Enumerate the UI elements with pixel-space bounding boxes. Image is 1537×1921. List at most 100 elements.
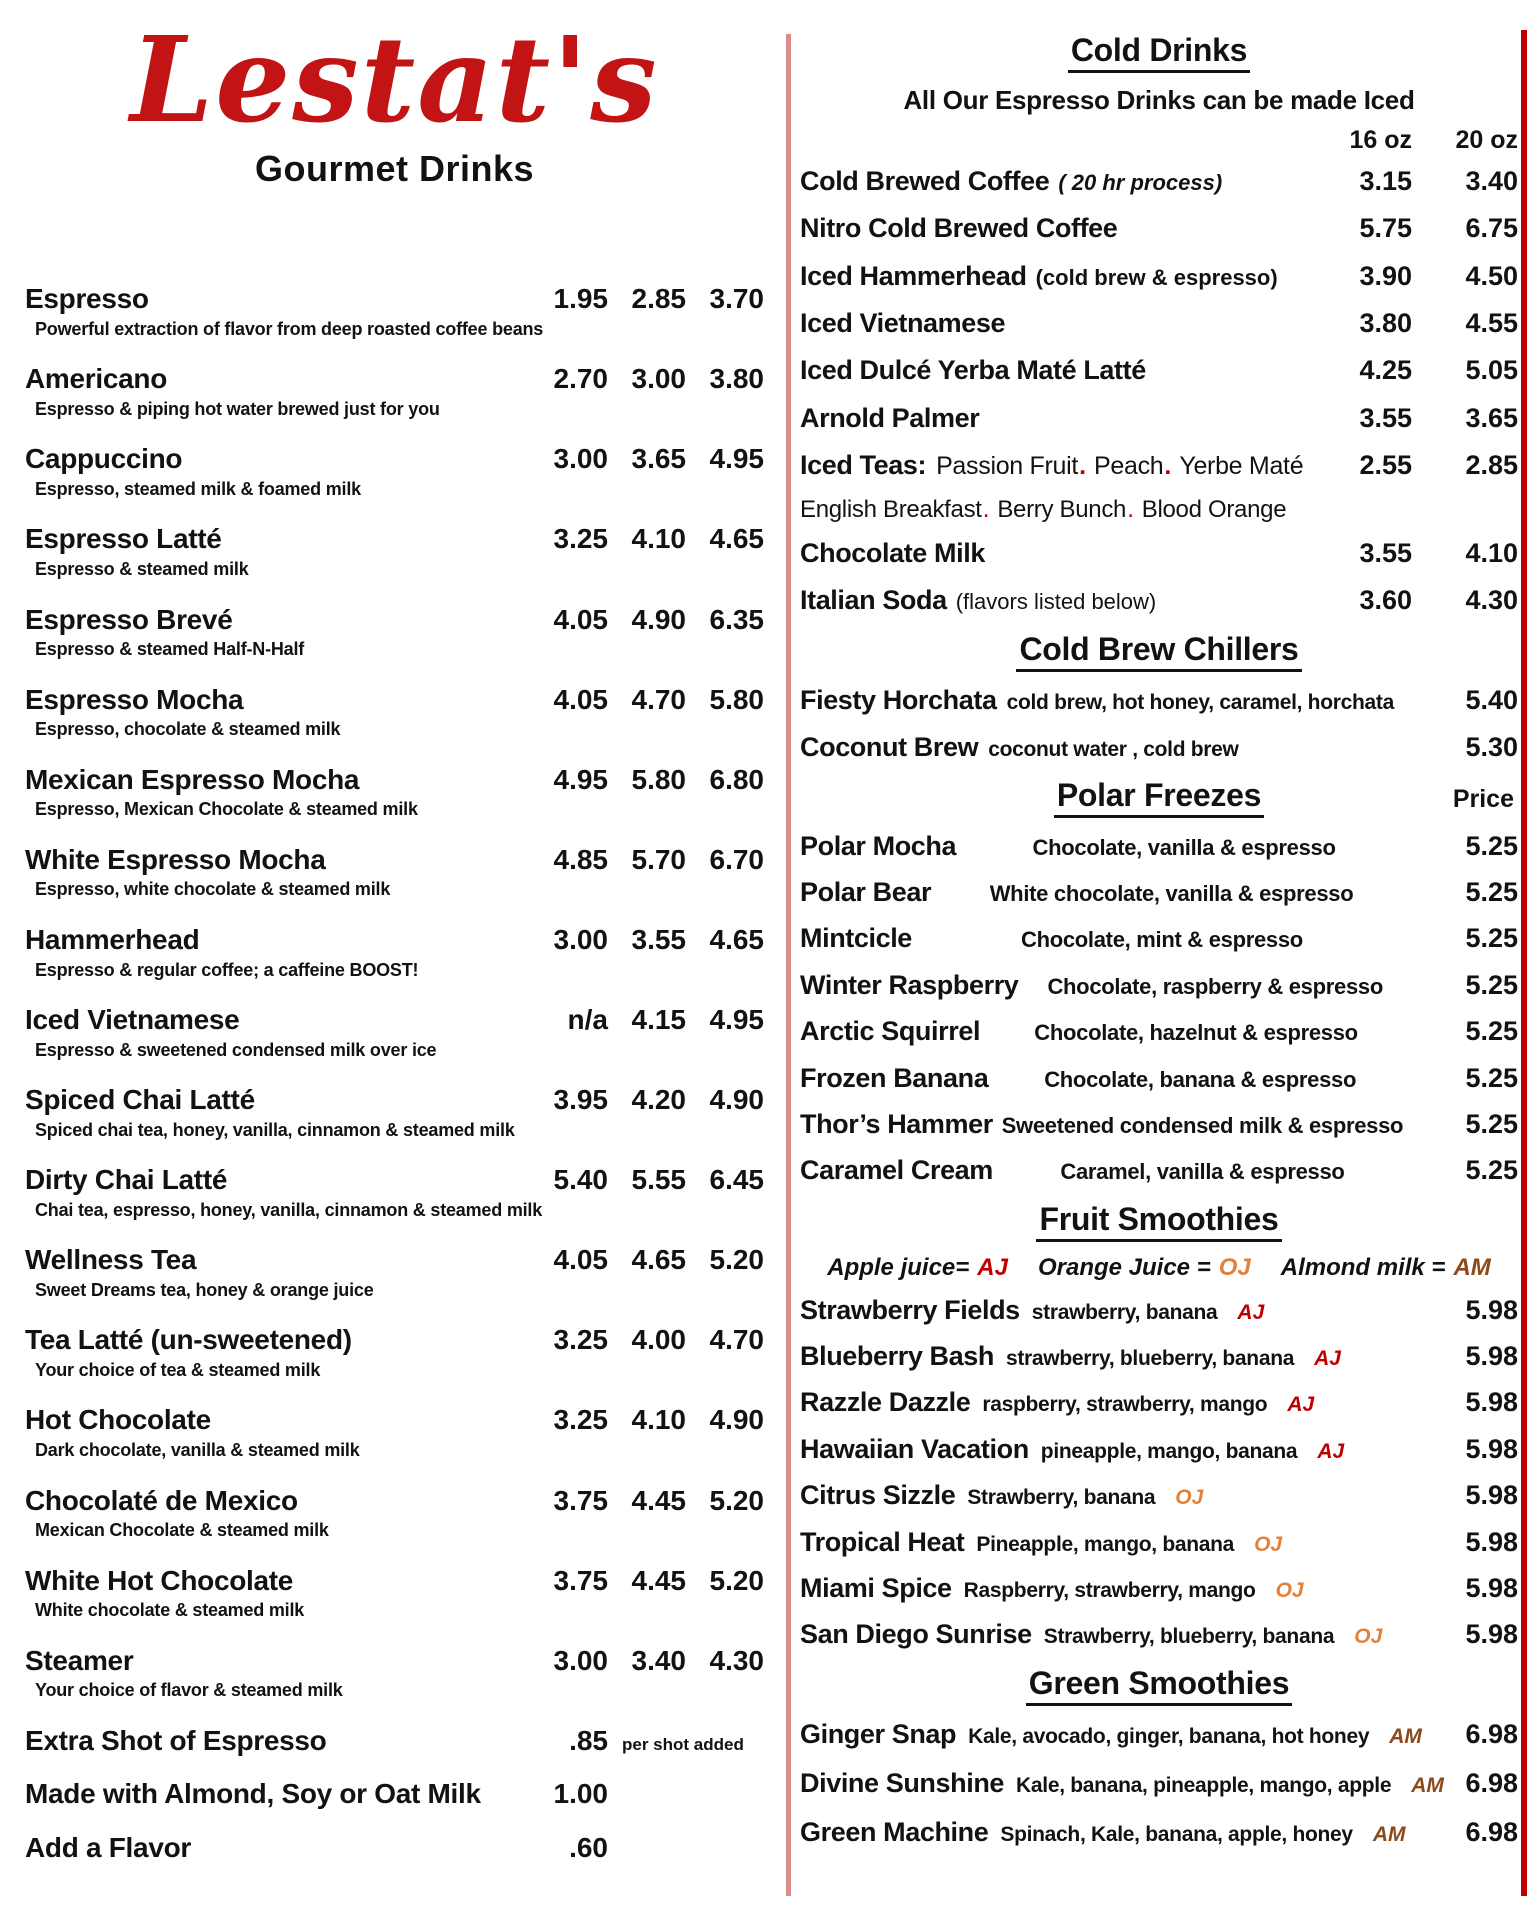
iced-teas-row: Iced Teas: Passion Fruit. Peach. Yerbe Mat… — [800, 449, 1518, 481]
item-price: .85 — [569, 1724, 608, 1756]
item-description: strawberry, blueberry, banana — [1005, 1347, 1295, 1370]
item-price: 5.40 — [1465, 685, 1518, 716]
polar-freezes-list: Polar Mocha Chocolate, vanilla & espress… — [800, 830, 1518, 1187]
item-description: Raspberry, strawberry, mango — [963, 1578, 1256, 1602]
item-price: 5.98 — [1465, 1480, 1518, 1511]
price-col-2: 4.90 — [631, 603, 687, 635]
polar-freeze-item: Frozen Banana Chocolate, banana & espres… — [800, 1062, 1518, 1094]
item-description: coconut water , cold brew — [988, 737, 1239, 761]
price-col-3: 3.70 — [709, 283, 765, 315]
item-name: Polar Bear — [800, 877, 932, 908]
item-description: Chocolate, banana & espresso — [1044, 1066, 1357, 1092]
price-col-1: 3.75 — [553, 1564, 609, 1596]
item-description: Espresso, steamed milk & foamed milk — [35, 478, 361, 499]
item-name: Extra Shot of Espresso — [25, 1724, 327, 1756]
flavor-dot: . — [1127, 494, 1134, 523]
menu-item: Spiced Chai Latté 3.95 4.20 4.90 Spiced … — [25, 1083, 764, 1141]
price-col-2: 3.40 — [631, 1644, 687, 1676]
item-price: 1.00 — [553, 1778, 609, 1810]
price-col-1: 4.05 — [553, 1244, 609, 1276]
item-name: Espresso Brevé — [25, 603, 233, 635]
cold-drink-item: Iced Hammerhead (cold brew & espresso) 3… — [800, 260, 1518, 292]
item-price: 5.25 — [1465, 1062, 1518, 1093]
item-name: Iced Vietnamese — [800, 307, 1006, 338]
price-16oz: 4.25 — [1359, 355, 1412, 386]
menu-item: Hammerhead 3.00 3.55 4.65 Espresso & reg… — [25, 923, 764, 981]
item-price: 5.25 — [1465, 877, 1518, 908]
item-name: Iced Vietnamese — [25, 1004, 240, 1035]
item-name: Made with Almond, Soy or Oat Milk — [25, 1778, 481, 1810]
brand-subtitle: Gourmet Drinks — [254, 148, 535, 190]
section-fruit-smoothies-header: Fruit Smoothies — [800, 1201, 1518, 1242]
item-name: Caramel Cream — [800, 1155, 993, 1186]
price-16oz: 3.80 — [1359, 307, 1412, 338]
item-name: Espresso Mocha — [25, 683, 244, 715]
price-20oz: 4.10 — [1465, 537, 1518, 568]
price-col-2: 4.20 — [631, 1084, 687, 1116]
fruit-smoothie-item: Tropical Heat Pineapple, mango, banana O… — [800, 1526, 1518, 1558]
flavor-dot: . — [982, 494, 990, 523]
price-col-3: 4.90 — [709, 1084, 765, 1116]
item-note: (flavors listed below) — [955, 588, 1157, 614]
fruit-smoothies-list: Strawberry Fields strawberry, banana AJ … — [800, 1294, 1518, 1651]
item-price: 6.98 — [1465, 1817, 1518, 1848]
price-col-1: 3.25 — [553, 1404, 609, 1436]
price-col-3: 4.70 — [709, 1324, 765, 1356]
price-col-3: 6.80 — [709, 763, 765, 795]
juice-legend: Apple juice= AJ Orange Juice = OJ Almond m… — [800, 1254, 1518, 1282]
item-name: Coconut Brew — [800, 731, 979, 762]
price-20oz: 5.05 — [1465, 355, 1518, 386]
item-note: per shot added — [622, 1734, 744, 1754]
green-smoothie-item: Ginger Snap Kale, avocado, ginger, banan… — [800, 1718, 1518, 1750]
polar-freeze-item: Polar Bear White chocolate, vanilla & es… — [800, 876, 1518, 908]
fruit-smoothie-item: Blueberry Bash strawberry, blueberry, ba… — [800, 1340, 1518, 1372]
item-description: Mexican Chocolate & steamed milk — [35, 1520, 329, 1541]
item-description: Espresso, chocolate & steamed milk — [35, 719, 341, 740]
tea-flavor: Yerbe Maté — [1179, 452, 1304, 481]
item-name: Tropical Heat — [800, 1526, 965, 1557]
price-col-1: 3.75 — [553, 1484, 609, 1516]
item-description: Espresso & steamed milk — [35, 559, 249, 580]
section-title: Fruit Smoothies — [1036, 1201, 1282, 1242]
chiller-item: Coconut Brew coconut water , cold brew 5… — [800, 731, 1518, 763]
juice-code: OJ — [1254, 1532, 1283, 1556]
section-title: Cold Drinks — [1067, 32, 1251, 73]
item-description: Caramel, vanilla & espresso — [1060, 1159, 1345, 1185]
section-title: Cold Brew Chillers — [1016, 631, 1302, 673]
item-name: Blueberry Bash — [800, 1341, 994, 1371]
item-price: 5.25 — [1465, 969, 1518, 1000]
green-smoothie-item: Green Machine Spinach, Kale, banana, app… — [800, 1816, 1518, 1848]
add-on-item: Add a Flavor .60 — [25, 1831, 764, 1865]
menu-item: White Hot Chocolate 3.75 4.45 5.20 White… — [25, 1564, 764, 1622]
item-name: Arnold Palmer — [800, 402, 980, 433]
item-price: 5.25 — [1465, 1016, 1518, 1047]
price-col-2: 4.10 — [631, 523, 687, 555]
item-name: Mintcicle — [800, 923, 912, 954]
item-description: Pineapple, mango, banana — [976, 1532, 1235, 1556]
menu-item: Chocolaté de Mexico 3.75 4.45 5.20 Mexic… — [25, 1484, 764, 1542]
add-ons-list: Extra Shot of Espresso .85 per shot adde… — [25, 1724, 764, 1865]
juice-code: AM — [1411, 1773, 1444, 1797]
section-cold-drinks-header: Cold Drinks — [800, 32, 1518, 73]
section-title: Green Smoothies — [1025, 1665, 1293, 1706]
item-name: Thor’s Hammer — [800, 1109, 993, 1140]
price-col-1: 4.95 — [553, 763, 609, 795]
item-price: 6.98 — [1465, 1718, 1518, 1749]
item-name: Miami Spice — [800, 1572, 952, 1603]
tea-flavor: Passion Fruit — [936, 452, 1079, 481]
item-name: Iced Teas: — [800, 450, 927, 481]
size-header-20oz: 20 oz — [1455, 125, 1518, 154]
item-name: Hammerhead — [25, 923, 200, 955]
juice-code: OJ — [1175, 1486, 1204, 1510]
item-name: Iced Dulcé Yerba Maté Latté — [800, 355, 1146, 386]
flavor-dot: . — [1079, 452, 1087, 481]
price-col-2: 4.45 — [631, 1564, 687, 1596]
column-divider-line — [786, 34, 791, 1896]
price-col-3: 4.30 — [709, 1644, 765, 1676]
item-price: 5.98 — [1465, 1433, 1518, 1464]
price-20oz: 4.55 — [1465, 307, 1518, 338]
item-description: Your choice of tea & steamed milk — [35, 1359, 321, 1380]
chiller-item: Fiesty Horchata cold brew, hot honey, ca… — [800, 684, 1518, 716]
item-name: Espresso Latté — [25, 523, 222, 555]
item-note: ( 20 hr process) — [1058, 169, 1223, 195]
